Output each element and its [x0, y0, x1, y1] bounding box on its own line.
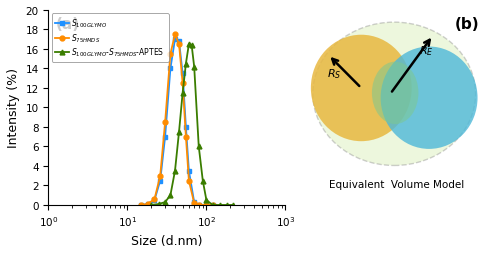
Text: Equivalent  Volume Model: Equivalent Volume Model — [328, 180, 464, 190]
Ellipse shape — [372, 62, 418, 124]
Ellipse shape — [313, 23, 476, 166]
X-axis label: Size (d.nm): Size (d.nm) — [131, 234, 202, 247]
Y-axis label: Intensity (%): Intensity (%) — [7, 68, 20, 148]
Text: (a): (a) — [56, 17, 80, 32]
Text: $R_S$: $R_S$ — [327, 67, 342, 81]
Text: $R_E$: $R_E$ — [420, 44, 434, 57]
Ellipse shape — [311, 36, 412, 142]
Legend: $S_{100GLYMO}$, $S_{75HMDS}$, $S_{100GLYMO}$-$S_{75HMDS}$-APTES: $S_{100GLYMO}$, $S_{75HMDS}$, $S_{100GLY… — [52, 14, 168, 63]
Text: (b): (b) — [455, 17, 479, 32]
Ellipse shape — [380, 47, 478, 149]
